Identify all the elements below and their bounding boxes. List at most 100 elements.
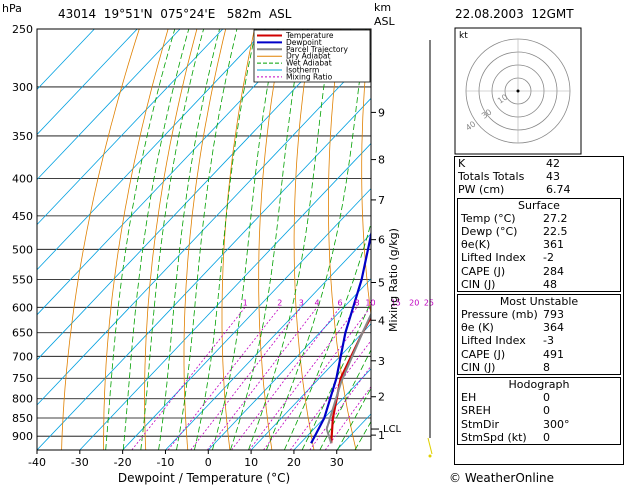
- most-unstable-value: -3: [543, 334, 554, 348]
- dry-adiabat: [221, 29, 255, 450]
- temperature-tick-label: -30: [71, 456, 89, 469]
- plot-frame: [36, 28, 372, 451]
- pressure-tick-label: 400: [12, 172, 33, 185]
- index-label: K: [458, 157, 466, 170]
- pressure-tick-label: 850: [12, 412, 33, 425]
- mixing-ratio-line: [263, 307, 371, 450]
- mixing-ratio-line: [324, 386, 371, 450]
- most-unstable-title: Most Unstable: [499, 294, 579, 308]
- isotherm: [208, 278, 371, 450]
- isotherm: [165, 233, 371, 450]
- most-unstable-value: 793: [543, 308, 564, 322]
- temperature-tick-label: -10: [156, 456, 174, 469]
- legend-label: Temperature: [285, 31, 334, 40]
- hodograph-value: 300°: [543, 417, 570, 431]
- wet-adiabat: [337, 387, 371, 450]
- mixing-ratio-label: 4: [314, 298, 319, 307]
- km-tick-label: 5: [378, 277, 385, 290]
- dry-adiabat: [361, 29, 371, 318]
- surface-value: -2: [543, 251, 554, 265]
- pressure-tick-label: 300: [12, 81, 33, 94]
- pressure-unit: hPa: [2, 2, 22, 15]
- surface-value: 27.2: [543, 211, 568, 225]
- km-tick-label: 3: [378, 355, 385, 368]
- dry-adiabat: [103, 29, 169, 450]
- hodograph-value: 0: [543, 430, 550, 444]
- km-tick-label: 2: [378, 391, 385, 404]
- dry-adiabat: [61, 29, 140, 450]
- km-tick-label: 4: [378, 314, 385, 327]
- mixing-ratio-label: 8: [354, 298, 359, 307]
- pressure-tick-label: 650: [12, 327, 33, 340]
- km-tick-label: 7: [378, 194, 385, 207]
- series-parcel-trajectory: [325, 312, 371, 444]
- most-unstable-row: θe (K) 364: [458, 321, 620, 334]
- axes: 1 2 3 4 6 8 10 15 20 2525030035040045050055060065…: [12, 23, 434, 469]
- pressure-tick-label: 350: [12, 130, 33, 143]
- index-row: PW (cm) 6.74: [455, 183, 623, 196]
- wet-adiabat: [230, 29, 304, 450]
- most-unstable-label: θe (K): [461, 321, 494, 335]
- wet-adiabat: [283, 221, 371, 450]
- pressure-tick-label: 800: [12, 393, 33, 406]
- index-label: PW (cm): [458, 183, 505, 197]
- surface-label: Lifted Index: [461, 251, 526, 265]
- isotherm: [37, 52, 371, 406]
- profile-lines: [310, 229, 371, 444]
- isotherm: [79, 142, 371, 450]
- surface-row: CAPE (J) 284: [458, 265, 620, 278]
- mixing-ratio-label: 10: [365, 298, 375, 307]
- wet-adiabat: [319, 349, 371, 450]
- isotherm: [122, 187, 371, 450]
- dry-adiabat: [394, 29, 440, 450]
- pressure-tick-label: 450: [12, 210, 33, 223]
- wet-adiabat: [266, 29, 367, 450]
- most-unstable-row: Pressure (mb) 793: [458, 308, 620, 321]
- mixing-ratio-line: [231, 307, 341, 450]
- temperature-tick-label: -20: [114, 456, 132, 469]
- most-unstable-label: CIN (J): [461, 360, 496, 374]
- mixing-ratio-label: 15: [391, 298, 401, 307]
- most-unstable-value: 491: [543, 347, 564, 361]
- isotherm: [37, 29, 309, 316]
- isotherm: [37, 97, 371, 450]
- isotherm: [37, 29, 181, 181]
- mixing-ratio-label: 1: [243, 298, 248, 307]
- hodograph-value: 0: [543, 391, 550, 405]
- series-temperature: [330, 314, 371, 444]
- km-tick-label: 1: [378, 429, 385, 442]
- isotherm: [37, 29, 138, 136]
- pressure-tick-label: 600: [12, 301, 33, 314]
- temperature-tick-label: 30: [330, 456, 344, 469]
- index-row: K 42: [455, 157, 623, 170]
- mixing-ratio-label: 25: [424, 298, 434, 307]
- isotherm: [37, 29, 352, 361]
- pressure-tick-label: 700: [12, 350, 33, 363]
- hodograph-label: StmDir: [461, 417, 500, 431]
- surface-label: CAPE (J): [461, 264, 506, 278]
- surface-value: 48: [543, 277, 557, 291]
- pressure-tick-label: 250: [12, 23, 33, 36]
- mixing-ratio-line: [131, 307, 246, 450]
- wet-adiabat: [140, 29, 204, 450]
- wet-adiabat: [301, 300, 371, 450]
- mixing-ratio-label: 2: [277, 298, 282, 307]
- dry-adiabat: [293, 29, 315, 450]
- dry-adiabat: [144, 29, 198, 450]
- surface-label: Dewp (°C): [461, 224, 518, 238]
- surface-value: 361: [543, 238, 564, 252]
- grid-lines: [37, 29, 440, 450]
- pressure-tick-label: 750: [12, 372, 33, 385]
- pressure-tick-label: 900: [12, 430, 33, 443]
- hodograph-row: EH 0: [458, 391, 620, 404]
- temperature-tick-label: 0: [205, 456, 212, 469]
- hodograph-label: SREH: [461, 404, 491, 418]
- legend-label: Dry Adiabat: [286, 52, 330, 61]
- dry-adiabat: [258, 29, 284, 450]
- hodograph-row: SREH 0: [458, 404, 620, 417]
- surface-row: θe(K) 361: [458, 238, 620, 251]
- surface-label: Temp (°C): [461, 211, 516, 225]
- legend-label: Isotherm: [286, 66, 319, 75]
- surface-section: Surface Temp (°C) 27.2 Dewp (°C) 22.5 θe(K) 3…: [457, 197, 621, 292]
